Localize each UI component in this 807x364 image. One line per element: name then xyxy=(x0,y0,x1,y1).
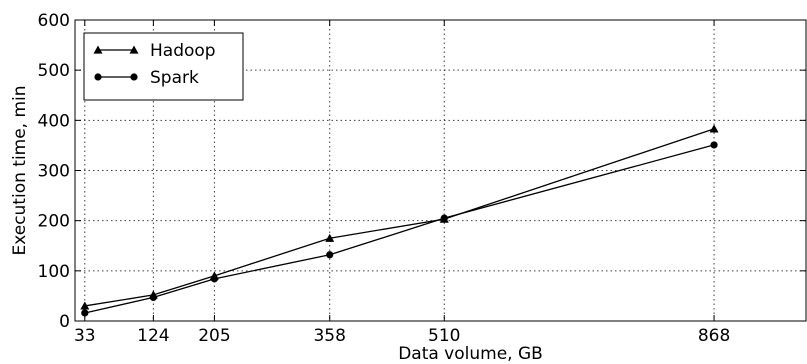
x-tick-label: 510 xyxy=(428,326,460,346)
y-tick-label: 400 xyxy=(38,111,70,131)
x-tick-label: 124 xyxy=(137,326,169,346)
spark-point xyxy=(710,141,717,148)
x-tick-label: 205 xyxy=(198,326,230,346)
hadoop-series-line xyxy=(85,129,714,306)
hadoop-point xyxy=(710,124,719,132)
y-tick-label: 300 xyxy=(38,162,70,182)
y-tick-label: 200 xyxy=(38,212,70,232)
spark-point xyxy=(211,275,218,282)
y-tick-label: 500 xyxy=(38,61,70,81)
x-axis-title: Data volume, GB xyxy=(398,344,543,364)
legend-label-spark: Spark xyxy=(150,68,199,88)
legend-marker-spark xyxy=(130,73,137,80)
spark-point xyxy=(441,215,448,222)
legend: Hadoop Spark xyxy=(84,33,243,100)
y-tick-label: 600 xyxy=(38,11,70,31)
x-tick-label: 33 xyxy=(74,326,96,346)
spark-point xyxy=(326,251,333,258)
y-axis-title: Execution time, min xyxy=(10,85,30,255)
y-tick-label: 100 xyxy=(38,262,70,282)
legend-label-hadoop: Hadoop xyxy=(150,41,216,61)
x-tick-label: 358 xyxy=(313,326,345,346)
y-tick-label: 0 xyxy=(59,312,70,332)
spark-point xyxy=(150,294,157,301)
legend-marker-spark xyxy=(94,73,101,80)
x-tick-label: 868 xyxy=(698,326,730,346)
